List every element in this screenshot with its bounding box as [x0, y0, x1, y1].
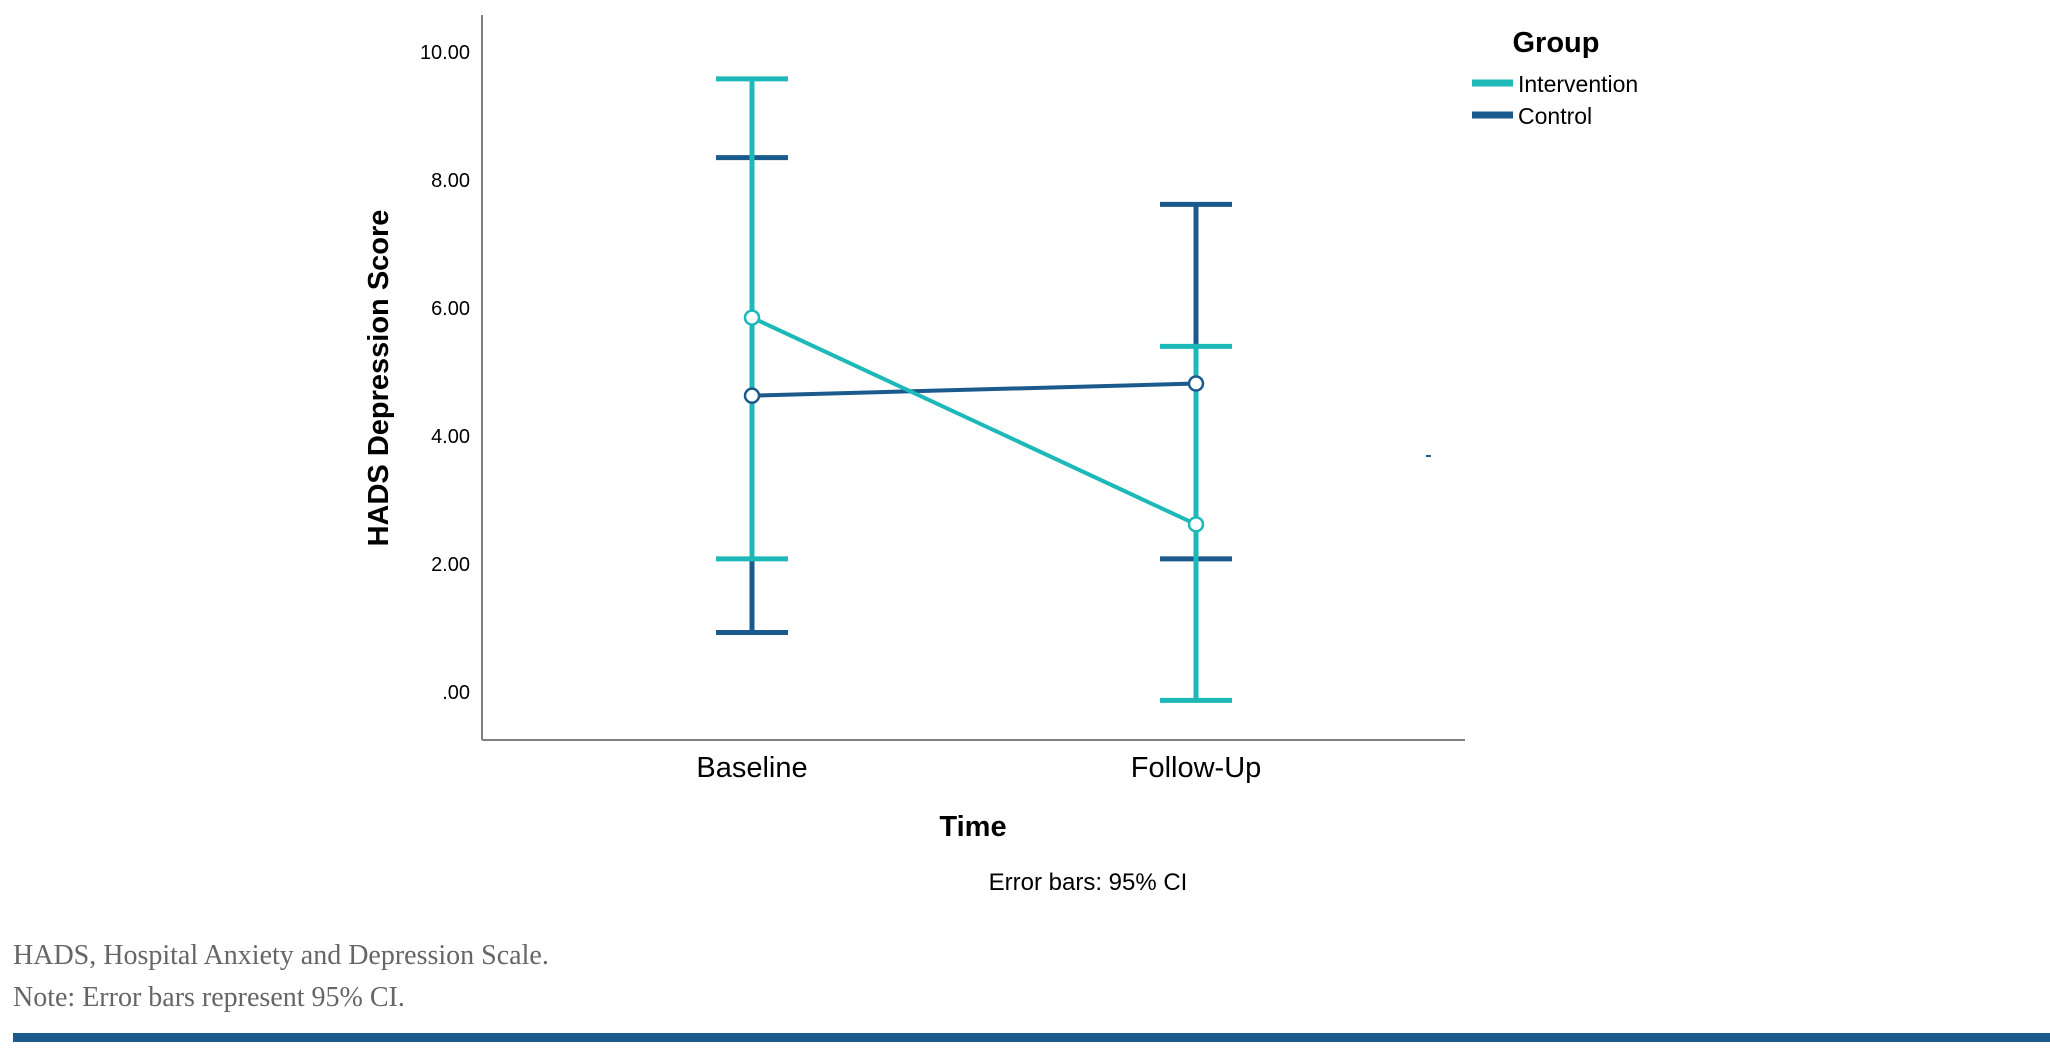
legend-label: Intervention: [1518, 71, 1638, 97]
y-tick-label: 10.00: [420, 42, 470, 64]
x-category-label: Follow-Up: [1131, 752, 1262, 784]
y-tick-label: 6.00: [431, 298, 470, 320]
legend-title: Group: [1513, 27, 1600, 59]
x-category-label: Baseline: [696, 752, 807, 784]
data-point: [743, 309, 761, 326]
error-bars-note: Error bars: 95% CI: [989, 869, 1188, 896]
x-category-labels: Baseline Follow-Up: [696, 752, 1261, 784]
legend-label: Control: [1518, 103, 1592, 129]
data-point: [743, 387, 761, 404]
y-tick-label: 2.00: [431, 554, 470, 576]
axes: [481, 15, 1465, 741]
y-tick-label: .00: [442, 682, 470, 704]
y-tick-label: 4.00: [431, 426, 470, 448]
series-group: [716, 76, 1232, 703]
figure-caption: HADS, Hospital Anxiety and Depression Sc…: [13, 940, 549, 971]
data-point: [1187, 375, 1205, 392]
data-point: [1187, 516, 1205, 533]
chart: .00 2.00 4.00 6.00 8.00 10.00 Baseline Follow-…: [363, 15, 1638, 896]
y-axis-title: HADS Depression Score: [363, 210, 395, 547]
series-line-control: [751, 381, 1197, 398]
x-axis-title: Time: [939, 811, 1006, 843]
legend: Group Intervention Control: [1472, 27, 1638, 129]
series-line-intervention: [751, 315, 1197, 527]
y-tick-label: 8.00: [431, 170, 470, 192]
y-tick-labels: .00 2.00 4.00 6.00 8.00 10.00: [420, 42, 470, 704]
figure-note: Note: Error bars represent 95% CI.: [13, 982, 405, 1013]
bottom-rule: [13, 1033, 2050, 1042]
stray-mark: [1426, 455, 1431, 457]
